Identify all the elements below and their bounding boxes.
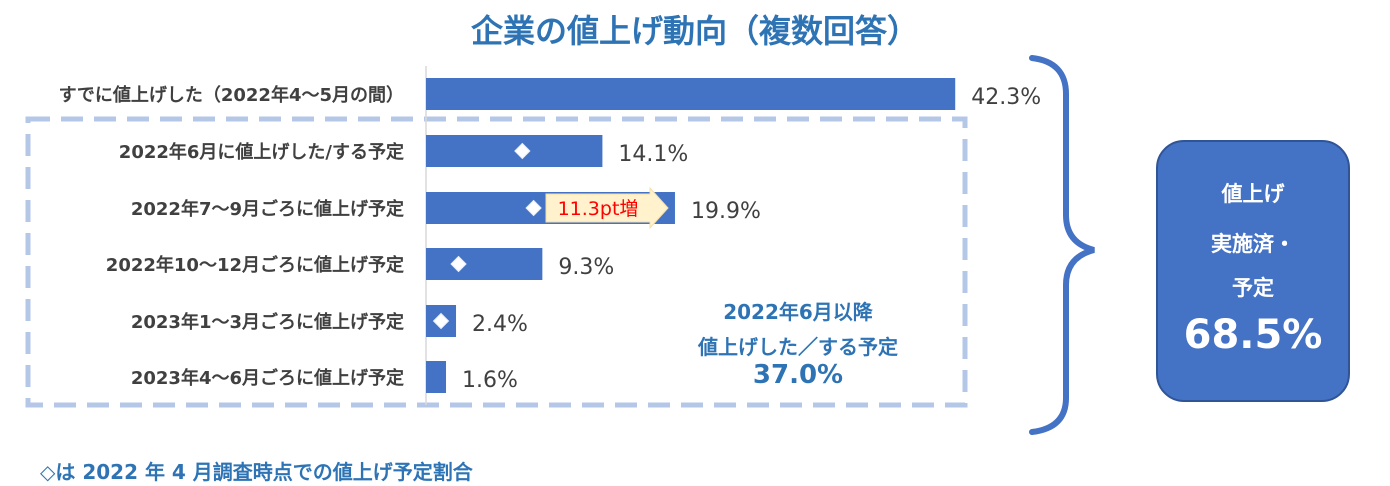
value-label: 1.6% [462, 368, 518, 393]
category-label: 2022年6月に値上げした/する予定 [119, 141, 404, 163]
value-label: 14.1% [618, 142, 688, 167]
april-survey-marker [450, 255, 467, 273]
group-note-line2: 値上げした／する予定 [698, 335, 898, 359]
summary-value: 68.5% [1183, 312, 1323, 358]
footnote: ◇は 2022 年 4 月調査時点での値上げ予定割合 [40, 460, 473, 484]
category-label: すでに値上げした（2022年4～5月の間） [59, 84, 404, 106]
group-note-line1: 2022年6月以降 [723, 300, 873, 324]
increase-arrow [545, 186, 669, 230]
curly-brace [1029, 55, 1095, 435]
value-label: 2.4% [472, 312, 528, 337]
dashed-group-box [25, 116, 968, 408]
increase-annotation: 11.3pt増 [558, 198, 639, 220]
category-label: 2022年7～9月ごろに値上げ予定 [131, 198, 404, 220]
summary-line2: 実施済・ [1211, 232, 1295, 256]
summary-line3: 予定 [1232, 276, 1274, 300]
value-label: 9.3% [558, 255, 614, 280]
bar [426, 78, 956, 110]
value-label: 19.9% [691, 199, 761, 224]
category-label: 2023年1～3月ごろに値上げ予定 [131, 311, 404, 333]
bar [426, 361, 447, 393]
value-label: 42.3% [971, 85, 1041, 110]
chart-title: 企業の値上げ動向（複数回答） [470, 12, 919, 50]
category-label: 2022年10～12月ごろに値上げ予定 [106, 254, 404, 276]
april-survey-marker [525, 199, 542, 217]
bar [426, 248, 543, 280]
group-note-value: 37.0% [752, 360, 844, 390]
category-label: 2023年4～6月ごろに値上げ予定 [131, 367, 404, 389]
summary-box: 値上げ 実施済・ 予定 68.5% [1156, 140, 1350, 402]
april-survey-marker [432, 312, 450, 330]
summary-line1: 値上げ [1221, 182, 1285, 206]
april-survey-marker [514, 142, 531, 160]
